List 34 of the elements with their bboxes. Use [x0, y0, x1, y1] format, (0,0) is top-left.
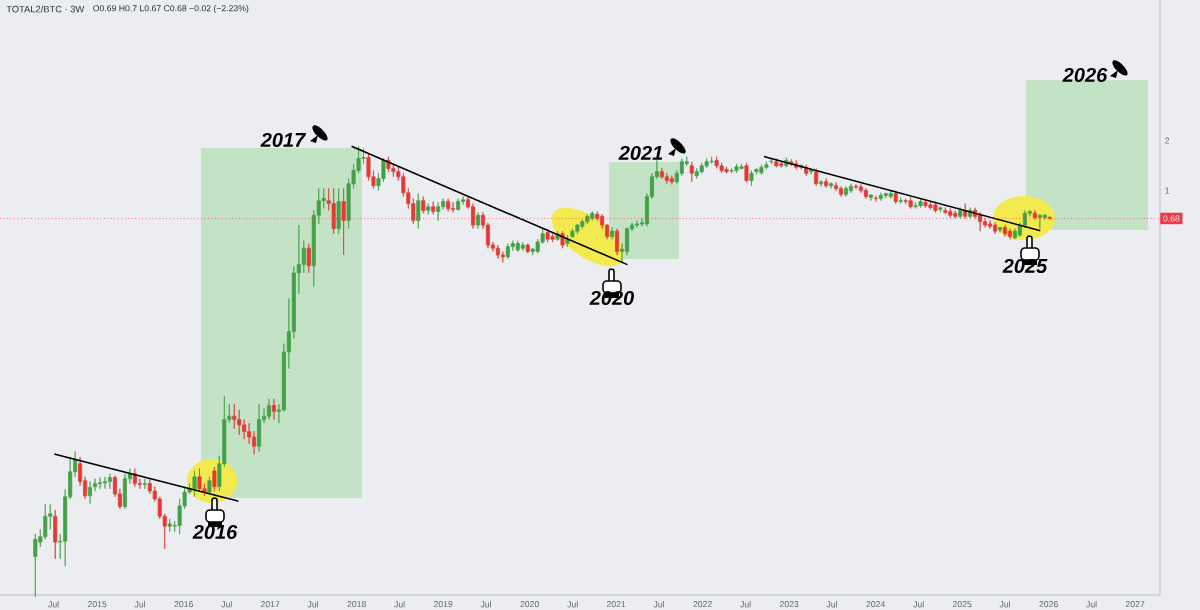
x-tick-label: 2019 — [433, 601, 453, 608]
x-tick-label: 2018 — [347, 601, 366, 608]
x-tick-label: 2016 — [174, 601, 193, 608]
x-tick-label: Jul — [913, 601, 924, 608]
text: O0.69 H0.7 L0.67 C0.68 −0.02 (−2.23%) — [93, 4, 249, 14]
x-tick-label: 2027 — [1125, 601, 1145, 608]
x-tick-label: 2020 — [520, 601, 539, 608]
x-tick-label: Jul — [999, 601, 1010, 608]
x-tick-label: Jul — [221, 601, 232, 608]
x-tick-label: Jul — [307, 601, 319, 608]
x-tick-label: Jul — [48, 601, 59, 608]
x-tick-label: 2015 — [87, 601, 107, 608]
x-tick-label: 2023 — [779, 601, 799, 608]
x-tick-label: Jul — [653, 601, 664, 608]
x-tick-label: 2025 — [952, 601, 972, 608]
x-tick-label: Jul — [567, 601, 578, 608]
x-tick-label: 2024 — [866, 601, 885, 608]
annotation: 2026 — [1062, 67, 1108, 83]
x-tick-label: Jul — [740, 601, 751, 608]
chart-title: TOTAL2/BTC · 3W — [6, 5, 85, 13]
x-tick-label: Jul — [394, 601, 405, 608]
x-tick-label: Jul — [826, 601, 837, 608]
x-tick-label: 2026 — [1039, 601, 1058, 608]
x-tick-label: 2021 — [606, 601, 626, 608]
y-tick-label: 2 — [1165, 137, 1170, 144]
annotation: 2017 — [260, 132, 307, 148]
x-tick-label: Jul — [134, 601, 146, 608]
y-tick-label: 1 — [1165, 187, 1170, 194]
x-tick-label: 2017 — [260, 601, 280, 608]
annotation: 2021 — [618, 145, 663, 161]
x-tick-label: 2022 — [693, 601, 712, 608]
x-tick-label: Jul — [1086, 601, 1097, 608]
ref-line-label: 0.68 — [1163, 215, 1180, 222]
x-tick-label: Jul — [480, 601, 491, 608]
